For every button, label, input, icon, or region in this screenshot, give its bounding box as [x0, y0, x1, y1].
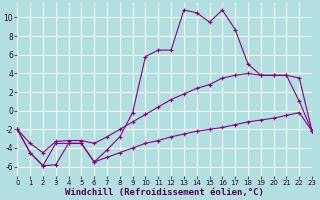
X-axis label: Windchill (Refroidissement éolien,°C): Windchill (Refroidissement éolien,°C): [65, 188, 264, 197]
